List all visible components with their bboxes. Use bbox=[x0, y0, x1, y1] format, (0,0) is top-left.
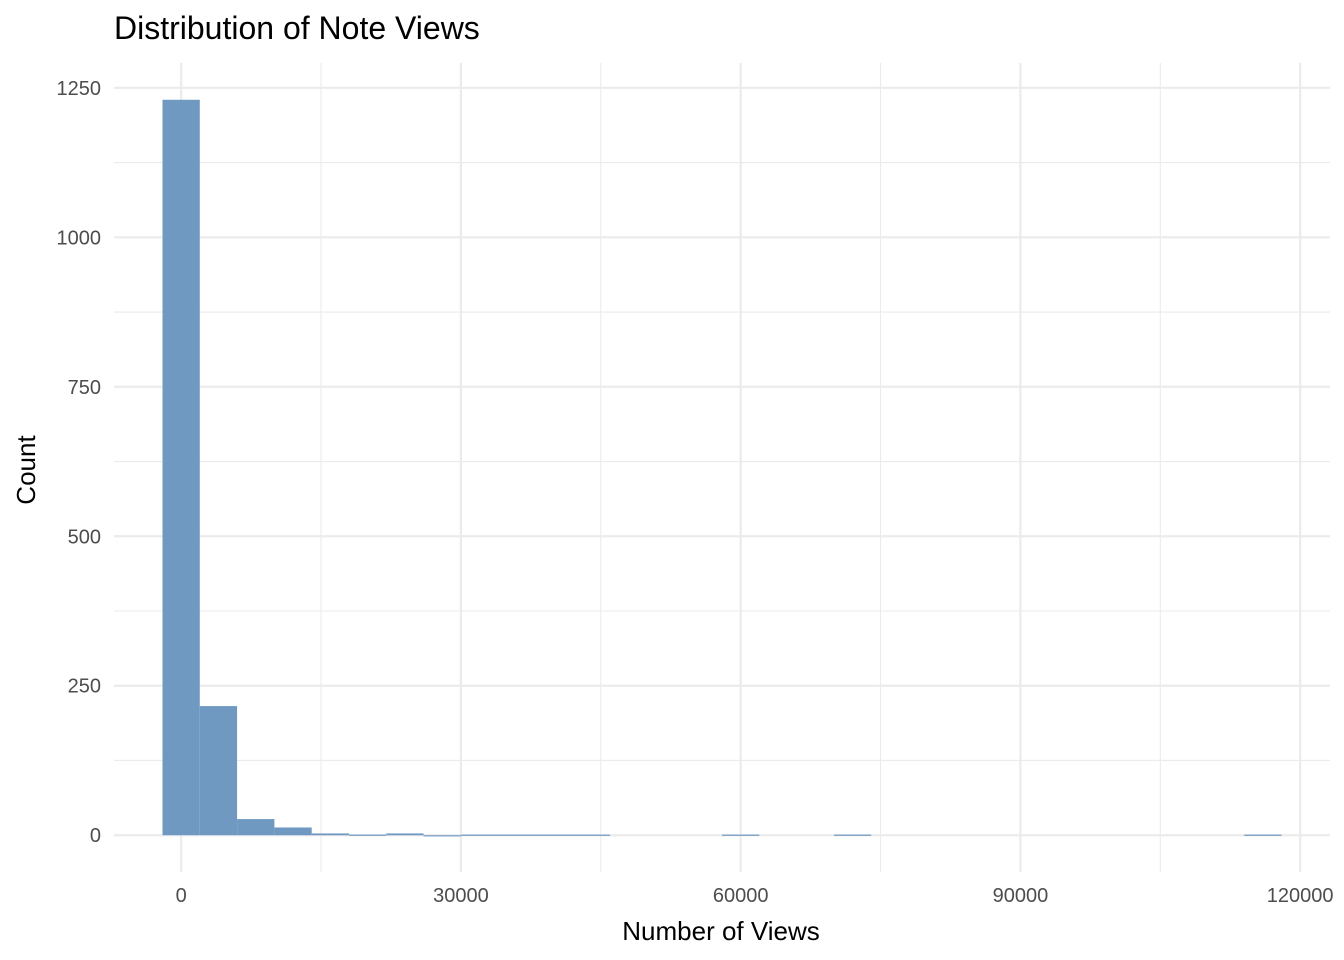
y-tick-label: 0 bbox=[90, 825, 101, 847]
y-axis-ticks: 0 250 500 750 1000 1250 bbox=[57, 78, 102, 847]
histogram-bar bbox=[199, 706, 238, 836]
histogram-bar bbox=[498, 834, 536, 836]
histogram-bar bbox=[311, 833, 349, 836]
x-tick-label: 30000 bbox=[433, 885, 489, 907]
x-axis-ticks: 0 30000 60000 90000 120000 bbox=[176, 885, 1334, 907]
histogram-bar bbox=[162, 99, 200, 836]
histogram-bar bbox=[274, 827, 312, 836]
grid-lines bbox=[114, 63, 1330, 872]
histogram-bar bbox=[833, 834, 872, 836]
x-tick-label: 90000 bbox=[993, 885, 1049, 907]
y-tick-label: 1000 bbox=[57, 227, 102, 249]
x-axis-title: Number of Views bbox=[622, 916, 820, 946]
histogram-bar bbox=[237, 819, 275, 836]
chart-title: Distribution of Note Views bbox=[114, 10, 480, 46]
x-tick-label: 0 bbox=[176, 885, 187, 907]
y-tick-label: 1250 bbox=[57, 78, 102, 100]
histogram-bar bbox=[1244, 834, 1282, 836]
x-tick-label: 60000 bbox=[713, 885, 769, 907]
histogram-bars bbox=[162, 99, 1282, 837]
histogram-bar bbox=[423, 835, 461, 837]
histogram-bar bbox=[572, 834, 611, 836]
y-tick-label: 500 bbox=[68, 526, 101, 548]
y-axis-title: Count bbox=[11, 435, 41, 505]
x-tick-label: 120000 bbox=[1267, 885, 1334, 907]
histogram-bar bbox=[535, 834, 573, 836]
histogram-bar bbox=[722, 834, 760, 836]
histogram-bar bbox=[386, 833, 424, 836]
histogram-bar bbox=[460, 834, 499, 836]
y-tick-label: 750 bbox=[68, 377, 101, 399]
histogram-bar bbox=[348, 834, 387, 836]
y-tick-label: 250 bbox=[68, 676, 101, 698]
